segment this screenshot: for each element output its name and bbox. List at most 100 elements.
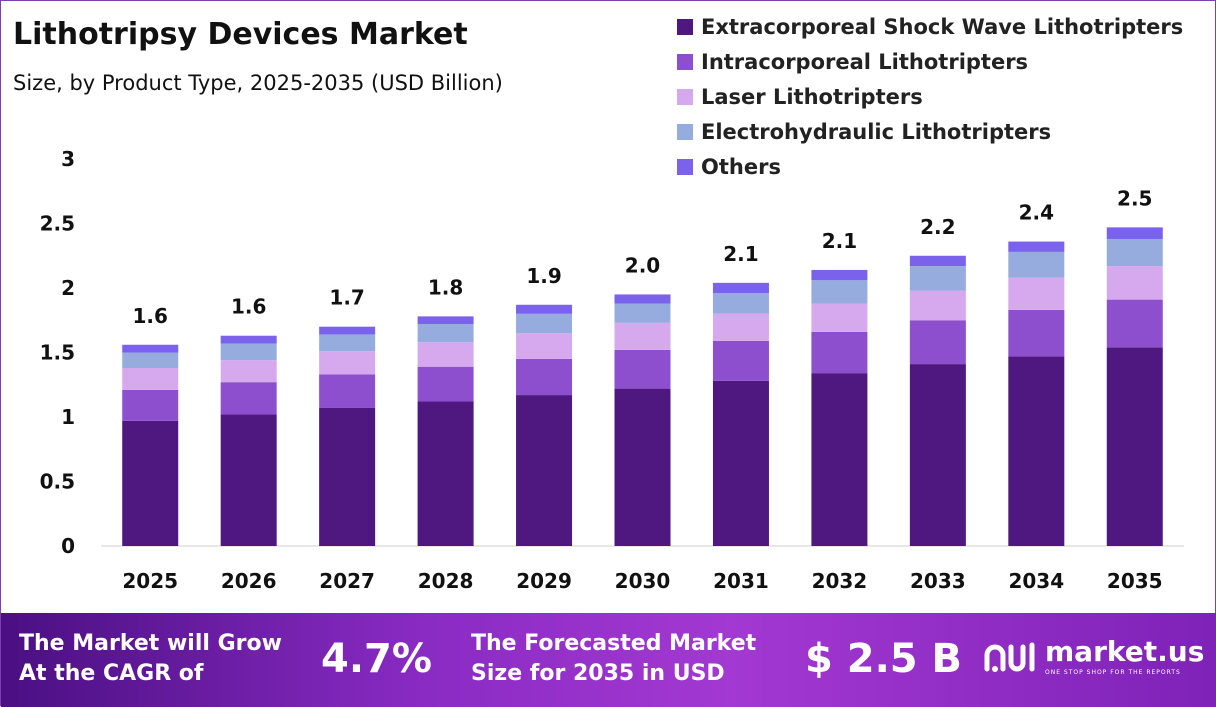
y-tick-label: 1 bbox=[61, 405, 75, 429]
bar-total-label: 1.6 bbox=[133, 304, 168, 328]
stacked-bar-chart: 0 0.5 1 1.5 2 2.5 3 1.6 2025 1.6 2026 1.7 2027 1.8 202… bbox=[40, 147, 1184, 593]
legend-label: Laser Lithotripters bbox=[701, 84, 923, 109]
bar-segment bbox=[909, 320, 966, 365]
bar-segment bbox=[614, 388, 671, 546]
bar-segment bbox=[614, 294, 671, 304]
legend-item: Others bbox=[677, 149, 1183, 184]
bar-segment bbox=[516, 358, 573, 396]
bar-segment bbox=[220, 343, 277, 361]
cagr-value: 4.7% bbox=[321, 636, 432, 682]
bar-total-label: 1.9 bbox=[526, 264, 561, 288]
bar-segment bbox=[417, 401, 474, 546]
legend-item: Intracorporeal Lithotripters bbox=[677, 44, 1183, 79]
bar-total-label: 2.5 bbox=[1117, 186, 1152, 210]
bar-segment bbox=[811, 331, 868, 374]
bar-segment bbox=[909, 266, 966, 291]
bar-segment bbox=[909, 364, 966, 546]
bar-segment bbox=[1008, 309, 1065, 357]
bar-segment bbox=[1008, 356, 1065, 546]
bar-segment bbox=[1008, 251, 1065, 278]
bar-segment bbox=[811, 373, 868, 546]
bar-segment bbox=[1106, 347, 1163, 546]
bar-segment bbox=[1106, 266, 1163, 300]
bar-segment bbox=[417, 342, 474, 367]
bar-total-label: 1.8 bbox=[428, 275, 463, 299]
x-tick-label: 2035 bbox=[1107, 569, 1163, 593]
forecast-label-line1: The Forecasted Market bbox=[471, 631, 757, 656]
bar-segment bbox=[909, 255, 966, 267]
bar-segment bbox=[811, 303, 868, 332]
bar-segment bbox=[712, 340, 769, 381]
bar-segment bbox=[1106, 227, 1163, 239]
legend-swatch bbox=[677, 123, 693, 140]
legend-swatch bbox=[677, 53, 693, 70]
bar-segment bbox=[712, 293, 769, 314]
x-tick-label: 2031 bbox=[713, 569, 769, 593]
bar-total-label: 2.1 bbox=[822, 229, 857, 253]
bar-segment bbox=[220, 382, 277, 415]
bar-segment bbox=[220, 335, 277, 344]
bar-segment bbox=[516, 333, 573, 359]
bar-segment bbox=[1106, 299, 1163, 348]
bar-segment bbox=[220, 414, 277, 546]
bar-total-label: 2.1 bbox=[723, 242, 758, 266]
bar-segment bbox=[614, 349, 671, 389]
bar-segment bbox=[319, 334, 376, 352]
bar-segment bbox=[811, 269, 868, 281]
bar-total-label: 1.7 bbox=[329, 286, 364, 310]
legend-label: Extracorporeal Shock Wave Lithotripters bbox=[701, 14, 1184, 39]
legend-swatch bbox=[677, 18, 693, 35]
chart-subtitle: Size, by Product Type, 2025-2035 (USD Bi… bbox=[13, 71, 503, 95]
bar-segment bbox=[319, 407, 376, 546]
y-tick-label: 2.5 bbox=[40, 212, 75, 236]
x-tick-label: 2025 bbox=[122, 569, 178, 593]
x-tick-label: 2026 bbox=[221, 569, 277, 593]
bar-segment bbox=[516, 395, 573, 546]
bar-segment bbox=[712, 313, 769, 341]
bar-segment bbox=[122, 367, 179, 390]
bar-total-label: 2.2 bbox=[920, 215, 955, 239]
bar-segment bbox=[516, 304, 573, 314]
legend-label: Intracorporeal Lithotripters bbox=[701, 49, 1029, 74]
legend-label: Electrohydraulic Lithotripters bbox=[701, 119, 1052, 144]
bar-total-label: 2.0 bbox=[625, 253, 660, 277]
market-us-logo-icon bbox=[984, 642, 1035, 672]
y-tick-label: 3 bbox=[61, 147, 75, 171]
bar-segment bbox=[319, 351, 376, 375]
legend-label: Others bbox=[701, 154, 781, 179]
x-tick-label: 2030 bbox=[615, 569, 671, 593]
bar-segment bbox=[1008, 277, 1065, 310]
footer-banner: The Market will Grow At the CAGR of 4.7%… bbox=[1, 613, 1216, 707]
chart-title: Lithotripsy Devices Market bbox=[13, 17, 468, 52]
legend-swatch bbox=[677, 88, 693, 105]
cagr-label-line2: At the CAGR of bbox=[19, 661, 204, 686]
x-tick-label: 2027 bbox=[319, 569, 375, 593]
x-tick-label: 2029 bbox=[516, 569, 572, 593]
cagr-label-line1: The Market will Grow bbox=[19, 631, 282, 656]
x-tick-label: 2032 bbox=[812, 569, 868, 593]
bar-total-label: 2.4 bbox=[1019, 201, 1054, 225]
bar-segment bbox=[516, 313, 573, 334]
legend-item: Extracorporeal Shock Wave Lithotripters bbox=[677, 9, 1183, 44]
market-us-logo: market.us ONE STOP SHOP FOR THE REPORTS bbox=[983, 637, 1204, 676]
forecast-value: $ 2.5 B bbox=[805, 636, 963, 682]
chart-legend: Extracorporeal Shock Wave Lithotripters I… bbox=[677, 9, 1183, 184]
bar-segment bbox=[1106, 238, 1163, 267]
bar-total-label: 1.6 bbox=[231, 295, 266, 319]
logo-name: market.us bbox=[1045, 635, 1205, 668]
legend-item: Laser Lithotripters bbox=[677, 79, 1183, 114]
y-tick-label: 0 bbox=[61, 534, 75, 558]
bar-segment bbox=[811, 280, 868, 304]
bar-segment bbox=[122, 420, 179, 546]
bar-segment bbox=[319, 326, 376, 335]
x-tick-label: 2033 bbox=[910, 569, 966, 593]
legend-swatch bbox=[677, 158, 693, 175]
bar-segment bbox=[122, 352, 179, 368]
logo-tagline: ONE STOP SHOP FOR THE REPORTS bbox=[1045, 669, 1181, 676]
bar-segment bbox=[909, 290, 966, 321]
x-tick-label: 2034 bbox=[1008, 569, 1064, 593]
bar-segment bbox=[1008, 241, 1065, 252]
bar-segment bbox=[220, 360, 277, 383]
bar-segment bbox=[122, 389, 179, 421]
